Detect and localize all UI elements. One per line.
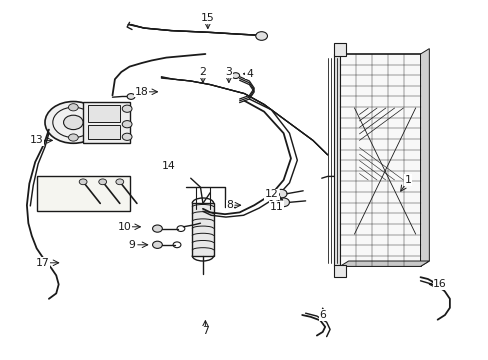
Bar	[333, 265, 346, 277]
Text: 12: 12	[264, 189, 278, 199]
Circle shape	[116, 179, 123, 185]
Circle shape	[122, 133, 132, 140]
Circle shape	[152, 241, 162, 248]
Circle shape	[45, 102, 102, 143]
Circle shape	[122, 121, 132, 128]
Bar	[339, 54, 420, 266]
Circle shape	[127, 94, 135, 99]
Text: 9: 9	[128, 240, 135, 250]
Text: 10: 10	[118, 222, 131, 232]
Bar	[192, 203, 213, 256]
Bar	[37, 176, 129, 211]
Circle shape	[79, 179, 87, 185]
Circle shape	[152, 225, 162, 232]
Bar	[333, 54, 339, 266]
Circle shape	[275, 189, 286, 198]
Circle shape	[277, 198, 289, 207]
Bar	[333, 43, 346, 56]
Circle shape	[231, 73, 239, 78]
Text: 2: 2	[199, 67, 206, 77]
Bar	[88, 125, 120, 139]
Circle shape	[68, 134, 78, 141]
Bar	[83, 102, 129, 143]
Polygon shape	[420, 49, 428, 266]
Circle shape	[255, 32, 267, 40]
Circle shape	[99, 179, 106, 185]
Bar	[88, 105, 120, 122]
Text: 7: 7	[202, 326, 208, 336]
Text: 4: 4	[245, 69, 252, 79]
Text: 18: 18	[135, 87, 148, 97]
Text: 3: 3	[225, 67, 232, 77]
Text: 1: 1	[404, 175, 411, 185]
Text: 11: 11	[269, 202, 283, 212]
Text: 14: 14	[162, 161, 175, 171]
Circle shape	[68, 104, 78, 111]
Text: 5: 5	[272, 189, 279, 199]
Text: 16: 16	[432, 279, 446, 289]
Text: 8: 8	[226, 200, 233, 210]
Text: 13: 13	[30, 135, 43, 145]
Text: 6: 6	[319, 310, 325, 320]
Text: 15: 15	[201, 13, 214, 23]
Circle shape	[122, 105, 132, 112]
Text: 17: 17	[36, 258, 50, 268]
Circle shape	[63, 115, 83, 130]
Polygon shape	[339, 261, 428, 266]
